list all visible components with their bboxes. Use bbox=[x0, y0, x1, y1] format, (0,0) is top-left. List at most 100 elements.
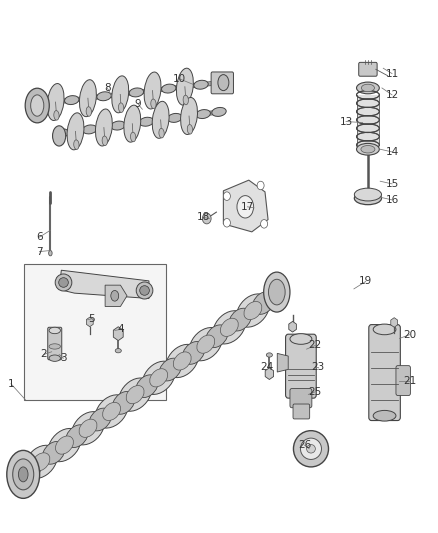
Ellipse shape bbox=[64, 95, 79, 104]
Circle shape bbox=[223, 192, 230, 200]
Text: 14: 14 bbox=[385, 147, 399, 157]
Ellipse shape bbox=[177, 68, 193, 105]
Ellipse shape bbox=[187, 125, 193, 134]
Ellipse shape bbox=[136, 282, 153, 299]
Ellipse shape bbox=[244, 302, 262, 320]
Ellipse shape bbox=[140, 286, 149, 295]
Ellipse shape bbox=[237, 196, 254, 218]
Ellipse shape bbox=[79, 80, 96, 117]
Ellipse shape bbox=[300, 438, 321, 459]
Text: 13: 13 bbox=[339, 117, 353, 126]
Ellipse shape bbox=[25, 88, 49, 123]
Text: 9: 9 bbox=[134, 99, 141, 109]
Ellipse shape bbox=[212, 78, 226, 87]
Ellipse shape bbox=[118, 103, 124, 112]
Ellipse shape bbox=[264, 272, 290, 312]
Ellipse shape bbox=[144, 72, 161, 109]
FancyBboxPatch shape bbox=[211, 72, 233, 94]
Ellipse shape bbox=[59, 278, 68, 287]
Text: 19: 19 bbox=[359, 277, 372, 286]
Ellipse shape bbox=[220, 318, 238, 336]
Ellipse shape bbox=[354, 188, 381, 201]
Ellipse shape bbox=[79, 419, 97, 438]
Ellipse shape bbox=[354, 192, 381, 205]
Ellipse shape bbox=[194, 80, 208, 89]
Circle shape bbox=[223, 219, 230, 227]
Ellipse shape bbox=[19, 458, 41, 481]
Ellipse shape bbox=[47, 84, 64, 120]
Text: 6: 6 bbox=[36, 232, 43, 242]
Ellipse shape bbox=[124, 105, 141, 142]
Ellipse shape bbox=[139, 117, 154, 126]
Ellipse shape bbox=[74, 140, 79, 149]
Ellipse shape bbox=[126, 385, 144, 403]
Ellipse shape bbox=[49, 251, 52, 256]
Ellipse shape bbox=[56, 436, 74, 454]
Text: 11: 11 bbox=[385, 69, 399, 78]
Ellipse shape bbox=[131, 132, 136, 142]
Ellipse shape bbox=[54, 110, 59, 120]
Ellipse shape bbox=[268, 279, 285, 305]
Ellipse shape bbox=[115, 349, 121, 353]
Polygon shape bbox=[277, 353, 288, 372]
Ellipse shape bbox=[212, 108, 226, 116]
FancyBboxPatch shape bbox=[369, 325, 400, 421]
Polygon shape bbox=[105, 285, 127, 306]
Ellipse shape bbox=[86, 107, 92, 116]
Ellipse shape bbox=[159, 128, 164, 138]
Ellipse shape bbox=[129, 88, 144, 97]
Ellipse shape bbox=[95, 109, 112, 146]
Ellipse shape bbox=[111, 290, 119, 301]
Polygon shape bbox=[223, 180, 268, 232]
Ellipse shape bbox=[25, 445, 57, 479]
Ellipse shape bbox=[136, 375, 158, 398]
Ellipse shape bbox=[307, 445, 315, 453]
Ellipse shape bbox=[266, 353, 272, 357]
Polygon shape bbox=[24, 264, 166, 400]
Ellipse shape bbox=[151, 99, 156, 109]
Ellipse shape bbox=[150, 369, 168, 387]
Ellipse shape bbox=[95, 395, 128, 428]
Ellipse shape bbox=[112, 76, 129, 113]
Text: 1: 1 bbox=[7, 379, 14, 389]
Ellipse shape bbox=[293, 431, 328, 467]
Ellipse shape bbox=[31, 95, 44, 116]
Ellipse shape bbox=[361, 84, 374, 92]
Circle shape bbox=[261, 220, 268, 228]
Ellipse shape bbox=[213, 311, 246, 344]
Ellipse shape bbox=[206, 325, 228, 348]
Ellipse shape bbox=[102, 402, 120, 421]
Text: 20: 20 bbox=[403, 330, 416, 340]
Text: 18: 18 bbox=[197, 213, 210, 222]
Ellipse shape bbox=[373, 410, 396, 421]
Text: 3: 3 bbox=[60, 353, 67, 363]
Ellipse shape bbox=[111, 121, 125, 130]
Text: 24: 24 bbox=[261, 362, 274, 372]
Ellipse shape bbox=[55, 274, 72, 291]
Text: 8: 8 bbox=[104, 83, 111, 93]
Ellipse shape bbox=[166, 344, 198, 377]
Ellipse shape bbox=[49, 327, 60, 334]
Ellipse shape bbox=[183, 95, 188, 105]
Text: 22: 22 bbox=[309, 341, 322, 350]
Ellipse shape bbox=[113, 392, 134, 414]
Ellipse shape bbox=[180, 98, 198, 134]
FancyBboxPatch shape bbox=[48, 327, 62, 360]
Ellipse shape bbox=[7, 450, 39, 498]
Ellipse shape bbox=[357, 143, 379, 155]
FancyBboxPatch shape bbox=[359, 62, 377, 76]
FancyBboxPatch shape bbox=[396, 366, 410, 395]
Ellipse shape bbox=[237, 294, 269, 327]
FancyBboxPatch shape bbox=[286, 334, 316, 398]
Ellipse shape bbox=[168, 114, 182, 123]
Ellipse shape bbox=[357, 82, 379, 94]
Ellipse shape bbox=[13, 459, 34, 490]
Text: 16: 16 bbox=[385, 195, 399, 205]
Text: 2: 2 bbox=[40, 350, 47, 359]
Ellipse shape bbox=[32, 453, 50, 471]
FancyBboxPatch shape bbox=[293, 404, 310, 419]
Ellipse shape bbox=[72, 411, 104, 445]
Ellipse shape bbox=[229, 308, 251, 331]
Text: 7: 7 bbox=[36, 247, 43, 256]
Text: 15: 15 bbox=[385, 179, 399, 189]
